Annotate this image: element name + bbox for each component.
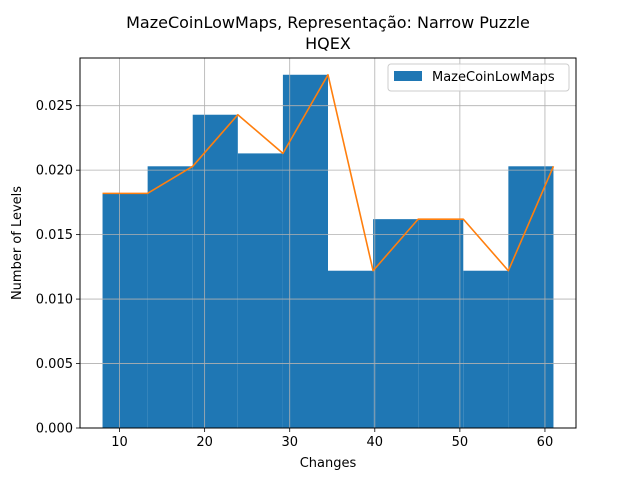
histogram-bar-2 <box>147 166 193 429</box>
x-axis-label: Changes <box>300 456 357 471</box>
x-tick-label: 40 <box>367 435 384 450</box>
bars-layer <box>102 74 554 429</box>
histogram-bar-9 <box>463 270 509 428</box>
chart-title-line1: MazeCoinLowMaps, Representação: Narrow P… <box>126 13 530 32</box>
ticks-layer: 10 20 30 40 50 60 0.000 0.005 0.010 0.015 0.020 0.0… <box>36 99 553 450</box>
histogram-bar-7 <box>373 219 419 428</box>
histogram-bar-3 <box>192 114 238 429</box>
plot-frame <box>79 57 577 429</box>
y-tick-label: 0.015 <box>36 228 73 243</box>
histogram-bar-10 <box>508 166 554 429</box>
legend-box <box>387 63 570 92</box>
y-axis-label: Number of Levels <box>10 186 25 300</box>
y-tick-label: 0.010 <box>36 293 73 308</box>
histogram-bar-1 <box>102 193 148 428</box>
y-tick-label: 0.005 <box>36 357 73 372</box>
x-tick-label: 60 <box>537 435 554 450</box>
histogram-bar-6 <box>328 270 374 428</box>
x-tick-label: 20 <box>196 435 213 450</box>
legend-label: MazeCoinLowMaps <box>432 70 555 85</box>
histogram-bar-8 <box>418 219 464 428</box>
x-tick-label: 50 <box>452 435 469 450</box>
y-tick-label: 0.000 <box>36 422 73 437</box>
histogram-bar-4 <box>237 153 283 428</box>
line-layer <box>102 73 555 272</box>
legend-swatch <box>394 71 422 81</box>
legend: MazeCoinLowMaps <box>387 63 570 92</box>
series-line <box>102 73 555 272</box>
x-tick-label: 10 <box>111 435 128 450</box>
y-tick-label: 0.020 <box>36 164 73 179</box>
chart-title-line2: HQEX <box>305 34 351 53</box>
x-tick-label: 30 <box>281 435 298 450</box>
y-tick-label: 0.025 <box>36 99 73 114</box>
histogram-bar-5 <box>282 74 328 428</box>
